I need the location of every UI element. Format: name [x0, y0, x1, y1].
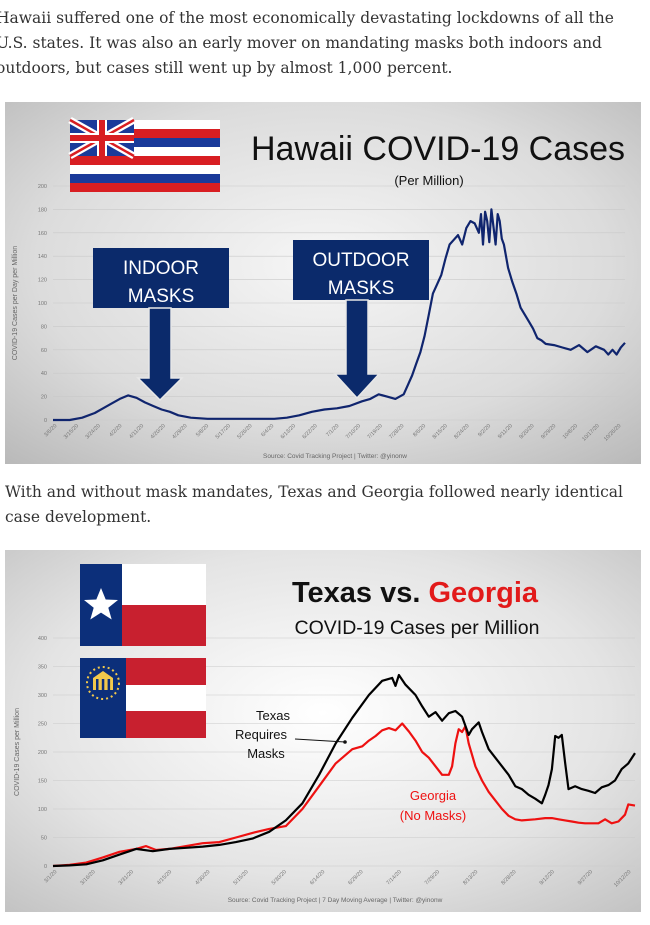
y-tick-label: 40: [41, 371, 47, 377]
paragraph-line: With and without mask mandates, Texas an…: [5, 483, 623, 501]
texas-label-leader-line: [294, 738, 346, 743]
annotation-label-line: INDOOR: [123, 258, 199, 279]
svg-text:(No Masks): (No Masks): [400, 808, 466, 823]
svg-text:Georgia: Georgia: [410, 788, 457, 803]
georgia-series-label: Georgia (No Masks): [400, 788, 466, 823]
hawaii-flag-icon: [68, 116, 220, 192]
y-tick-label: 0: [44, 864, 47, 870]
chart-source: Source: Covid Tracking Project | 7 Day M…: [228, 897, 443, 904]
y-tick-label: 0: [44, 418, 47, 424]
y-tick-label: 250: [38, 722, 47, 728]
chart-title: Texas vs. Georgia: [292, 577, 539, 609]
y-tick-label: 100: [38, 301, 47, 307]
y-tick-label: 20: [41, 395, 47, 401]
y-tick-label: 140: [38, 254, 47, 260]
y-tick-label: 50: [41, 836, 47, 842]
svg-text:Texas: Texas: [256, 708, 290, 723]
y-tick-label: 400: [38, 636, 47, 642]
y-tick-label: 60: [41, 348, 47, 354]
y-tick-label: 150: [38, 779, 47, 785]
paragraph-line: outdoors, but cases still went up by alm…: [0, 59, 453, 77]
svg-text:Masks: Masks: [247, 746, 285, 761]
y-tick-label: 120: [38, 278, 47, 284]
georgia-flag-icon: [80, 658, 206, 738]
texas-georgia-paragraph: With and without mask mandates, Texas an…: [5, 480, 645, 530]
y-tick-label: 100: [38, 807, 47, 813]
svg-text:Requires: Requires: [235, 727, 288, 742]
y-tick-label: 80: [41, 324, 47, 330]
y-tick-label: 200: [38, 750, 47, 756]
y-tick-label: 160: [38, 231, 47, 237]
annotation-label-line: MASKS: [328, 278, 395, 299]
indoor-masks-annotation: INDOOR MASKS: [93, 248, 229, 402]
intro-paragraph: Hawaii suffered one of the most economic…: [0, 6, 636, 81]
paragraph-line: Hawaii suffered one of the most economic…: [0, 9, 614, 27]
y-tick-label: 300: [38, 693, 47, 699]
outdoor-masks-annotation: OUTDOOR MASKS: [293, 240, 429, 400]
chart-source: Source: Covid Tracking Project | Twitter…: [263, 453, 407, 460]
y-axis-label: COVID-19 Cases per Million: [14, 708, 21, 796]
down-arrow-icon: [333, 299, 381, 400]
y-tick-labels: 0 20 40 60 80 100 120 140 160 180 200: [38, 184, 47, 424]
y-tick-label: 350: [38, 665, 47, 671]
y-axis-label: COVID-19 Cases per Day per Million: [12, 246, 19, 360]
annotation-box: [293, 240, 429, 300]
annotation-label-line: MASKS: [128, 286, 195, 307]
chart-title: Hawaii COVID-19 Cases: [251, 130, 625, 168]
y-tick-label: 180: [38, 207, 47, 213]
texas-series-label: Texas Requires Masks: [235, 708, 347, 761]
paragraph-line: case development.: [5, 508, 152, 526]
texas-cases-line: [52, 673, 636, 868]
georgia-cases-line: [52, 722, 636, 868]
y-tick-label: 200: [38, 184, 47, 190]
annotation-box: [93, 248, 229, 308]
annotation-label-line: OUTDOOR: [312, 250, 409, 271]
texas-flag-icon: [80, 564, 206, 646]
hawaii-cases-line: [53, 208, 626, 422]
chart-subtitle: COVID-19 Cases per Million: [295, 617, 540, 639]
chart-subtitle: (Per Million): [394, 173, 463, 188]
down-arrow-icon: [136, 307, 184, 402]
y-tick-labels: 0 50 100 150 200 250 300 350 400: [38, 636, 47, 870]
paragraph-line: U.S. states. It was also an early mover …: [0, 34, 602, 52]
